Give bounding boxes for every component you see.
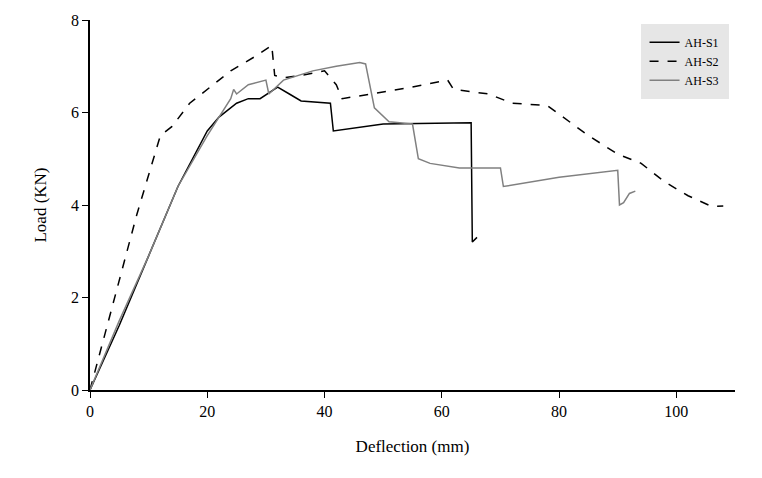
svg-text:4: 4 [71,197,79,214]
svg-text:Deflection (mm): Deflection (mm) [356,437,470,456]
svg-text:Load (KN): Load (KN) [31,167,50,242]
svg-text:2: 2 [71,289,79,306]
svg-text:80: 80 [551,403,567,420]
svg-text:8: 8 [71,12,79,29]
svg-text:6: 6 [71,104,79,121]
svg-text:AH-S1: AH-S1 [685,36,719,50]
svg-text:AH-S3: AH-S3 [685,74,719,88]
svg-text:60: 60 [434,403,450,420]
svg-text:AH-S2: AH-S2 [685,55,719,69]
svg-text:100: 100 [664,403,688,420]
svg-text:40: 40 [317,403,333,420]
svg-text:20: 20 [199,403,215,420]
svg-text:0: 0 [71,382,79,399]
svg-text:0: 0 [86,403,94,420]
